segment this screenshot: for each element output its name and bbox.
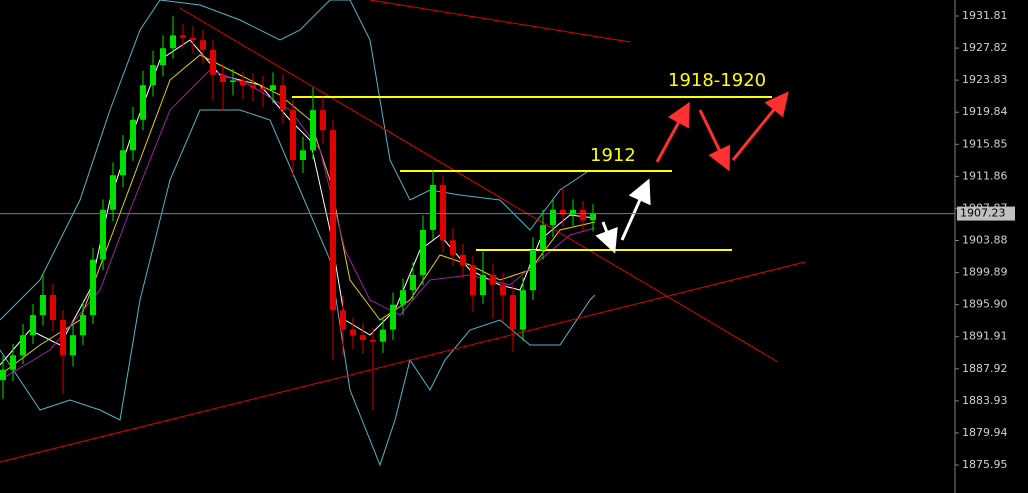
y-tick-label: 1891.91 [962,330,1008,343]
candle-body [470,265,476,296]
candle-body [380,329,386,342]
candle-body [0,369,6,381]
annotation: 1912 [590,145,636,166]
last-price-label: 1907.23 [960,207,1006,220]
candle-body [10,355,16,370]
candle-body [210,49,216,75]
arrow [595,221,618,254]
y-tick-label: 1915.85 [962,137,1008,150]
candle-body [400,290,406,305]
candle-body [410,274,416,291]
candle-body [230,80,236,82]
candle-body [90,259,96,316]
y-tick-label: 1875.95 [962,458,1008,471]
trendline [0,261,806,463]
candle-body [280,85,286,111]
candle-body [240,80,246,86]
candle-body [170,35,176,49]
candle-body [200,40,206,50]
candle-body [520,290,526,330]
candle-body [150,65,156,86]
candle-body [130,119,136,151]
moving-average-long [0,69,596,381]
moving-average [0,39,596,366]
candle-body [100,209,106,260]
bollinger-lower [0,109,596,467]
candle-body [440,184,446,241]
candle-body [580,209,586,221]
candle-body [110,175,116,210]
candle-body [260,87,266,91]
candle-body [430,184,436,230]
candle-body [420,229,426,275]
candle-body [340,310,346,330]
candle-body [60,319,66,356]
y-tick-label: 1895.90 [962,298,1008,311]
candle-body [510,295,516,330]
candle-body [180,35,186,38]
candle-body [80,315,86,336]
candle-body [70,335,76,356]
y-tick-label: 1923.83 [962,73,1008,86]
annotation: 1918-1920 [668,70,766,91]
candle-body [120,150,126,176]
candle-body [590,213,596,221]
candle-body [360,335,366,341]
candle-body [30,315,36,336]
bollinger-upper [0,0,591,321]
y-tick-label: 1903.88 [962,234,1008,247]
candle-body [190,37,196,41]
candle-body [330,130,336,311]
candle-body [370,340,376,342]
candle-body [310,110,316,151]
candle-body [450,240,456,255]
y-tick-label: 1931.81 [962,9,1008,22]
last-price-box [957,206,1015,221]
y-tick-label: 1927.82 [962,41,1008,54]
candle-body [270,85,276,91]
candle-body [540,225,546,250]
candle-body [140,85,146,120]
candle-body [350,329,356,336]
arrow [731,91,789,161]
trendline [179,7,779,363]
candle-body [250,85,256,88]
y-tick-label: 1911.86 [962,169,1008,182]
candle-body [320,110,326,131]
candle-body [570,209,576,215]
candle-body [390,304,396,330]
moving-average-slow [0,54,596,376]
y-tick-label: 1883.93 [962,394,1008,407]
candle-body [550,209,556,226]
candle-body [20,335,26,356]
candle-body [50,295,56,320]
candle-body [480,274,486,296]
candle-body [220,74,226,82]
y-tick-label: 1879.94 [962,426,1008,439]
candle-body [460,254,466,266]
y-tick-label: 1919.84 [962,105,1008,118]
trendline [369,0,631,43]
candle-body [290,110,296,160]
candle-body [560,209,566,215]
y-tick-label: 1899.89 [962,266,1008,279]
candle-body [300,150,306,160]
arrow [620,178,651,241]
candle-body [500,284,506,296]
candle-body [160,48,166,66]
arrow [698,109,730,172]
y-tick-label: 1887.92 [962,362,1008,375]
candle-body [490,274,496,285]
arrow [655,101,690,163]
candle-body [530,249,536,291]
candle-body [40,295,46,316]
